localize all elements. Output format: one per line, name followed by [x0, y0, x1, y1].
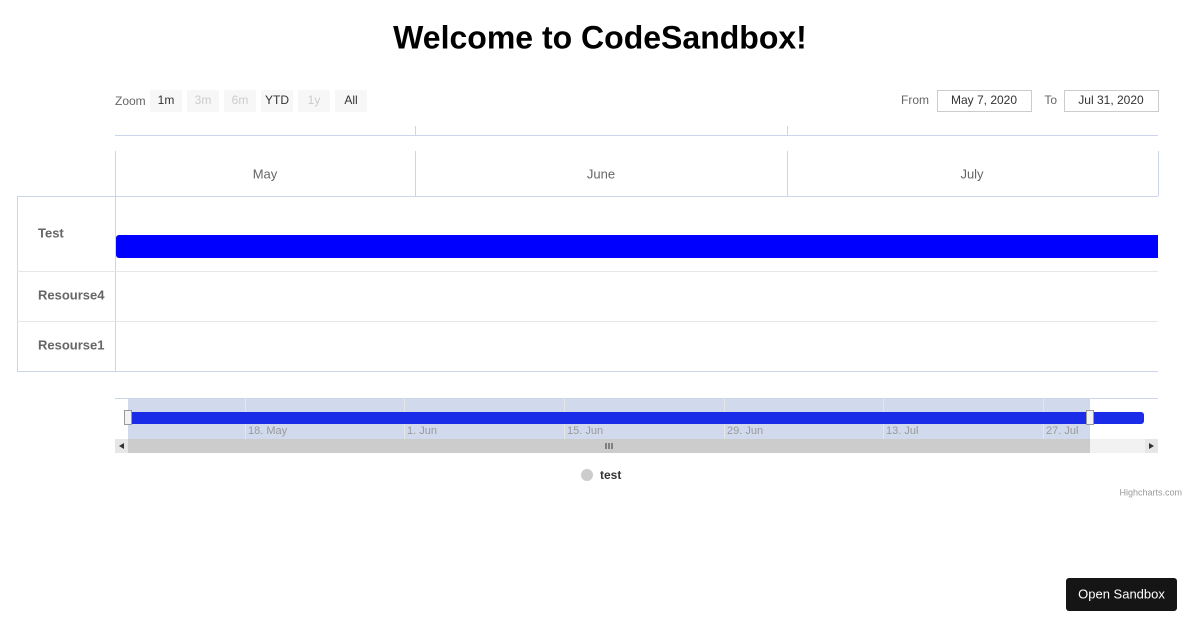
zoom-button-label: All: [344, 93, 357, 107]
zoom-button: [187, 90, 219, 112]
row-label: Resourse4: [38, 287, 105, 302]
clip: [1158, 196, 1200, 276]
navigator-label: 27. Jul: [1046, 425, 1078, 437]
navigator-label: 1. Jun: [407, 425, 437, 437]
month-label: June: [587, 166, 615, 181]
navigator-label: 29. Jun: [727, 425, 763, 437]
to-input[interactable]: [1064, 90, 1159, 112]
navigator-label: 13. Jul: [886, 425, 918, 437]
zoom-label: Zoom: [115, 94, 146, 108]
row-grid: [17, 271, 1158, 322]
legend-item[interactable]: test: [600, 468, 621, 482]
navigator-series: [128, 412, 1144, 424]
to-value: Jul 31, 2020: [1078, 93, 1144, 107]
arrow: [1149, 443, 1154, 449]
zoom-button: [224, 90, 256, 112]
zoom-button-label: 1y: [308, 93, 321, 107]
zoom-button[interactable]: [335, 90, 367, 112]
navigator-handle[interactable]: [1086, 410, 1094, 425]
zoom-button[interactable]: [261, 90, 293, 112]
credits[interactable]: Highcharts.com: [1119, 487, 1182, 497]
zoom-button[interactable]: [150, 90, 182, 112]
from-value: May 7, 2020: [951, 93, 1017, 107]
navigator-label: 18. May: [248, 425, 288, 437]
task-bar[interactable]: [116, 235, 1166, 258]
zoom-button: [298, 90, 330, 112]
navigator-label: 15. Jun: [567, 425, 603, 437]
navigator-handle[interactable]: [124, 410, 132, 425]
open-sandbox-button[interactable]: [1066, 578, 1177, 611]
open-sandbox-label: Open Sandbox: [1078, 586, 1165, 601]
from-label: From: [901, 93, 929, 107]
from-input[interactable]: [937, 90, 1032, 112]
zoom-button-label: 1m: [158, 93, 175, 107]
to-label: To: [1044, 93, 1057, 107]
row-label: Test: [38, 225, 64, 240]
legend-symbol[interactable]: [581, 469, 593, 481]
grip: [605, 443, 613, 449]
arrow: [119, 443, 124, 449]
zoom-button-label: 6m: [232, 93, 249, 107]
month-label: July: [960, 166, 984, 181]
zoom-button-label: 3m: [195, 93, 212, 107]
row-label: Resourse1: [38, 337, 104, 352]
zoom-button-label: YTD: [265, 93, 289, 107]
page-title: Welcome to CodeSandbox!: [393, 19, 807, 55]
axis-grid: [17, 126, 1159, 372]
month-label: May: [253, 166, 278, 181]
